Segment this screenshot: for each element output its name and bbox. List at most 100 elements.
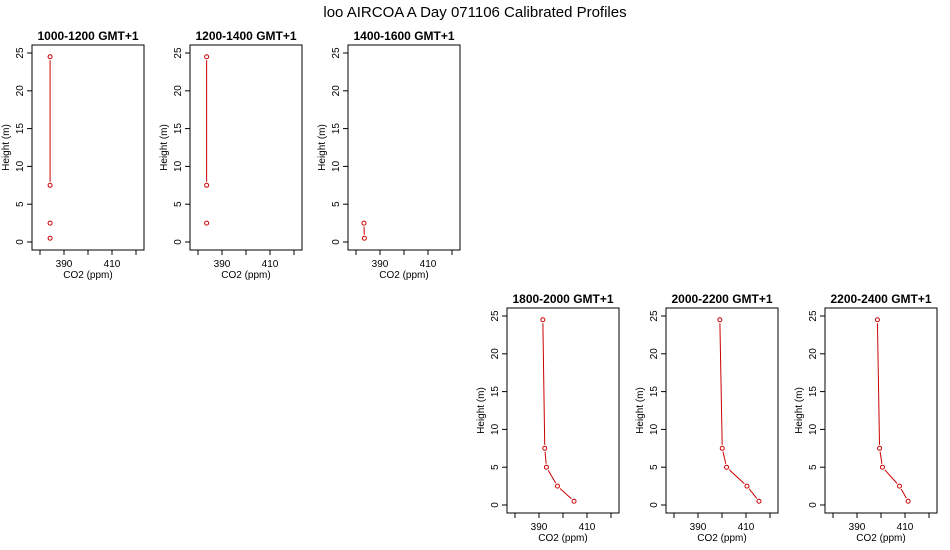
y-tick-label: 20 bbox=[331, 85, 342, 97]
series-segment bbox=[722, 451, 727, 464]
data-point bbox=[717, 317, 723, 323]
series-segment bbox=[547, 469, 557, 484]
y-tick-label: 25 bbox=[15, 47, 26, 59]
y-tick-label: 20 bbox=[173, 85, 184, 97]
y-tick-label: 10 bbox=[649, 423, 660, 435]
y-tick-label: 20 bbox=[808, 348, 819, 360]
plot-frame bbox=[347, 44, 461, 251]
y-axis-label: Height (m) bbox=[317, 124, 328, 171]
data-point bbox=[361, 220, 367, 226]
y-tick-label: 10 bbox=[173, 160, 184, 172]
x-tick-label: 410 bbox=[420, 259, 437, 270]
y-tick-label: 20 bbox=[15, 85, 26, 97]
plot-frame bbox=[506, 307, 620, 514]
data-point bbox=[47, 182, 53, 188]
y-tick-label: 15 bbox=[173, 123, 184, 135]
series-segment bbox=[884, 469, 898, 484]
x-axis-label: CO2 (ppm) bbox=[697, 533, 746, 544]
y-axis-label: Height (m) bbox=[159, 124, 170, 171]
y-tick-label: 5 bbox=[173, 201, 184, 207]
y-tick-label: 15 bbox=[15, 123, 26, 135]
y-tick-label: 15 bbox=[331, 123, 342, 135]
data-point bbox=[204, 220, 210, 226]
x-axis-label: CO2 (ppm) bbox=[856, 533, 905, 544]
y-tick-label: 10 bbox=[808, 423, 819, 435]
x-axis-label: CO2 (ppm) bbox=[538, 533, 587, 544]
plot-frame bbox=[31, 44, 145, 251]
x-axis-label: CO2 (ppm) bbox=[221, 270, 270, 281]
series-segment bbox=[900, 488, 907, 499]
x-tick-label: 390 bbox=[849, 522, 866, 533]
figure-title: loo AIRCOA A Day 071106 Calibrated Profi… bbox=[323, 4, 626, 21]
data-point bbox=[874, 317, 880, 323]
series-segment bbox=[879, 451, 883, 464]
y-tick-label: 5 bbox=[649, 464, 660, 470]
y-tick-label: 15 bbox=[649, 386, 660, 398]
y-tick-label: 20 bbox=[649, 348, 660, 360]
panel-title: 1200-1400 GMT+1 bbox=[195, 29, 296, 43]
data-point bbox=[361, 235, 367, 241]
plot-frame bbox=[824, 307, 938, 514]
y-tick-label: 0 bbox=[15, 239, 26, 245]
data-point bbox=[756, 498, 762, 504]
x-axis-label: CO2 (ppm) bbox=[379, 270, 428, 281]
x-tick-label: 390 bbox=[214, 259, 231, 270]
panel-title: 1800-2000 GMT+1 bbox=[512, 292, 613, 306]
data-point bbox=[905, 498, 911, 504]
panel-title: 1400-1600 GMT+1 bbox=[353, 29, 454, 43]
data-point bbox=[542, 445, 548, 451]
data-point bbox=[47, 54, 53, 60]
profile-panel-5: 2000-2200 GMT+1 390 410 0 5 10 15 20 25 CO2 (ppm)… bbox=[635, 292, 779, 544]
y-tick-label: 0 bbox=[649, 502, 660, 508]
data-point bbox=[204, 54, 210, 60]
data-point bbox=[719, 445, 725, 451]
y-tick-label: 10 bbox=[331, 160, 342, 172]
y-tick-label: 25 bbox=[808, 310, 819, 322]
series-segment bbox=[876, 323, 881, 445]
data-point bbox=[540, 317, 546, 323]
data-point bbox=[554, 483, 560, 489]
series-segment bbox=[559, 488, 572, 500]
profile-panel-2: 1200-1400 GMT+1 390 410 0 5 10 15 20 25 CO2 (ppm)… bbox=[159, 29, 303, 281]
profile-panel-1: 1000-1200 GMT+1 390 410 0 5 10 15 20 25 CO2 (ppm)… bbox=[1, 29, 145, 281]
data-point bbox=[543, 464, 549, 470]
panel-title: 1000-1200 GMT+1 bbox=[37, 29, 138, 43]
x-tick-label: 410 bbox=[262, 259, 279, 270]
x-tick-label: 390 bbox=[372, 259, 389, 270]
x-tick-label: 410 bbox=[738, 522, 755, 533]
x-tick-label: 390 bbox=[56, 259, 73, 270]
data-point bbox=[47, 220, 53, 226]
y-tick-label: 25 bbox=[173, 47, 184, 59]
data-point bbox=[571, 498, 577, 504]
y-axis-label: Height (m) bbox=[476, 387, 487, 434]
y-tick-label: 25 bbox=[331, 47, 342, 59]
x-tick-label: 410 bbox=[897, 522, 914, 533]
y-tick-label: 0 bbox=[173, 239, 184, 245]
data-point bbox=[204, 182, 210, 188]
series-segment bbox=[728, 469, 745, 485]
data-point bbox=[724, 464, 730, 470]
y-tick-label: 5 bbox=[490, 464, 501, 470]
x-tick-label: 390 bbox=[690, 522, 707, 533]
x-tick-label: 410 bbox=[579, 522, 596, 533]
x-tick-label: 410 bbox=[104, 259, 121, 270]
y-tick-label: 0 bbox=[331, 239, 342, 245]
profile-panel-3: 1400-1600 GMT+1 390 410 0 5 10 15 20 25 CO2 (ppm)… bbox=[317, 29, 461, 281]
y-axis-label: Height (m) bbox=[794, 387, 805, 434]
y-tick-label: 5 bbox=[15, 201, 26, 207]
series-segment bbox=[542, 323, 546, 445]
data-point bbox=[896, 483, 902, 489]
profile-panel-4: 1800-2000 GMT+1 390 410 0 5 10 15 20 25 CO2 (ppm)… bbox=[476, 292, 620, 544]
y-tick-label: 10 bbox=[490, 423, 501, 435]
panel-title: 2000-2200 GMT+1 bbox=[671, 292, 772, 306]
data-point bbox=[877, 445, 883, 451]
y-tick-label: 5 bbox=[808, 464, 819, 470]
y-tick-label: 10 bbox=[15, 160, 26, 172]
x-tick-label: 390 bbox=[531, 522, 548, 533]
x-axis-label: CO2 (ppm) bbox=[63, 270, 112, 281]
y-tick-label: 0 bbox=[490, 502, 501, 508]
y-tick-label: 0 bbox=[808, 502, 819, 508]
y-axis-label: Height (m) bbox=[635, 387, 646, 434]
data-point bbox=[879, 464, 885, 470]
